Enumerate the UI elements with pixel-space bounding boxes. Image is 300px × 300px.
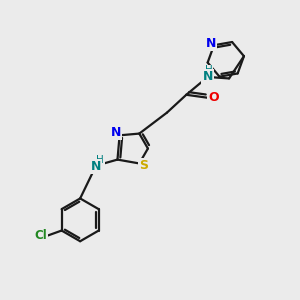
- Text: N: N: [202, 70, 213, 83]
- Text: S: S: [139, 159, 148, 172]
- Text: H: H: [205, 65, 212, 75]
- Text: H: H: [96, 154, 104, 165]
- Text: N: N: [206, 37, 216, 50]
- Text: N: N: [91, 160, 101, 172]
- Text: Cl: Cl: [34, 230, 47, 242]
- Text: N: N: [111, 126, 121, 140]
- Text: O: O: [208, 91, 219, 104]
